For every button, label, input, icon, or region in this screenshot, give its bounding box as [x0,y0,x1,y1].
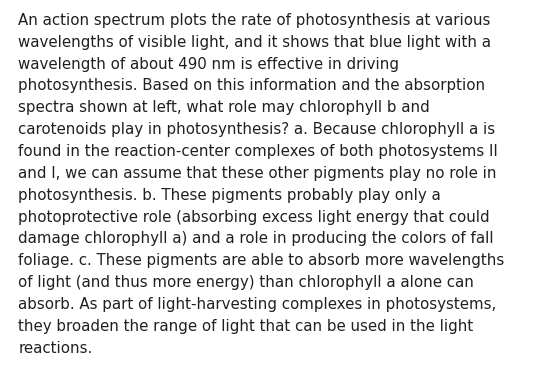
Text: carotenoids play in photosynthesis? a. Because chlorophyll a is: carotenoids play in photosynthesis? a. B… [18,122,496,137]
Text: damage chlorophyll a) and a role in producing the colors of fall: damage chlorophyll a) and a role in prod… [18,231,494,247]
Text: they broaden the range of light that can be used in the light: they broaden the range of light that can… [18,319,474,334]
Text: photosynthesis. Based on this information and the absorption: photosynthesis. Based on this informatio… [18,78,485,93]
Text: An action spectrum plots the rate of photosynthesis at various: An action spectrum plots the rate of pho… [18,13,491,28]
Text: of light (and thus more energy) than chlorophyll a alone can: of light (and thus more energy) than chl… [18,275,474,290]
Text: found in the reaction-center complexes of both photosystems II: found in the reaction-center complexes o… [18,144,498,159]
Text: spectra shown at left, what role may chlorophyll b and: spectra shown at left, what role may chl… [18,100,430,115]
Text: absorb. As part of light-harvesting complexes in photosystems,: absorb. As part of light-harvesting comp… [18,297,497,312]
Text: wavelength of about 490 nm is effective in driving: wavelength of about 490 nm is effective … [18,57,400,72]
Text: reactions.: reactions. [18,341,93,356]
Text: foliage. c. These pigments are able to absorb more wavelengths: foliage. c. These pigments are able to a… [18,253,504,268]
Text: and I, we can assume that these other pigments play no role in: and I, we can assume that these other pi… [18,166,497,181]
Text: wavelengths of visible light, and it shows that blue light with a: wavelengths of visible light, and it sho… [18,35,492,50]
Text: photoprotective role (absorbing excess light energy that could: photoprotective role (absorbing excess l… [18,210,490,225]
Text: photosynthesis. b. These pigments probably play only a: photosynthesis. b. These pigments probab… [18,188,441,203]
